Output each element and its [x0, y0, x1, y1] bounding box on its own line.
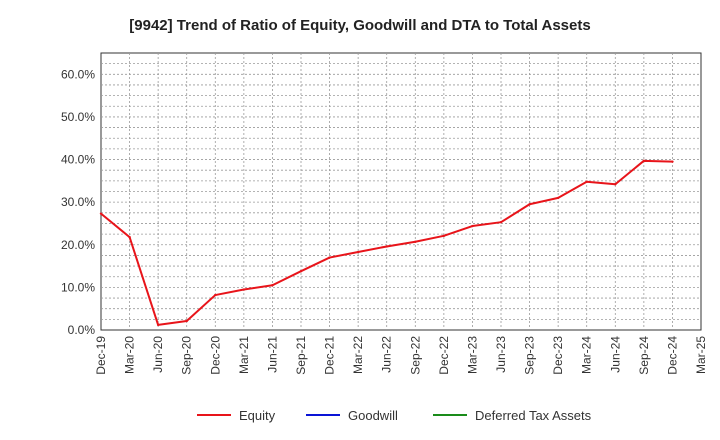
y-axis: 0.0% 10.0% 20.0% 30.0% 40.0% 50.0% 60.0% — [61, 67, 95, 337]
x-tick-label: Dec-22 — [437, 336, 451, 375]
data-point — [556, 196, 560, 200]
y-tick-label: 60.0% — [61, 67, 95, 81]
data-point — [528, 203, 531, 206]
x-tick-label: Jun-24 — [608, 336, 622, 373]
x-tick-label: Sep-20 — [180, 336, 194, 375]
data-point — [671, 160, 674, 163]
data-point — [614, 183, 617, 186]
x-tick-label: Dec-20 — [208, 336, 222, 375]
data-point — [499, 220, 503, 224]
x-tick-label: Mar-23 — [465, 336, 479, 374]
data-point — [214, 293, 217, 297]
data-point — [299, 269, 303, 273]
data-point — [185, 319, 188, 323]
data-point — [328, 256, 331, 259]
data-point — [385, 245, 388, 248]
legend-label-deferred-tax-assets: Deferred Tax Assets — [475, 408, 592, 423]
x-tick-label: Mar-21 — [237, 336, 251, 374]
data-point — [471, 224, 474, 228]
data-point — [585, 180, 588, 183]
x-tick-label: Dec-23 — [551, 336, 565, 375]
x-tick-label: Dec-19 — [94, 336, 108, 375]
x-tick-label: Sep-22 — [408, 336, 422, 375]
data-point — [642, 159, 646, 163]
chart-title: [9942] Trend of Ratio of Equity, Goodwil… — [129, 17, 590, 34]
x-tick-label: Sep-24 — [637, 336, 651, 375]
legend-label-equity: Equity — [239, 408, 276, 423]
y-tick-label: 30.0% — [61, 195, 95, 209]
x-tick-label: Sep-23 — [523, 336, 537, 375]
x-tick-label: Jun-22 — [380, 336, 394, 373]
data-point — [414, 240, 417, 243]
x-tick-label: Jun-23 — [494, 336, 508, 373]
x-tick-label: Mar-22 — [351, 336, 365, 374]
x-axis: Dec-19 Mar-20 Jun-20 Sep-20 Dec-20 Mar-21 Jun-… — [94, 336, 708, 375]
data-point — [99, 212, 103, 215]
data-point — [242, 288, 246, 291]
data-point — [128, 235, 131, 239]
x-tick-label: Dec-21 — [323, 336, 337, 375]
data-point — [271, 284, 274, 287]
x-tick-label: Mar-25 — [694, 336, 708, 374]
y-tick-label: 0.0% — [68, 323, 96, 337]
x-tick-label: Jun-21 — [265, 336, 279, 373]
x-tick-label: Mar-24 — [580, 336, 594, 374]
x-tick-label: Sep-21 — [294, 336, 308, 375]
series-layer — [99, 159, 674, 327]
x-tick-label: Jun-20 — [151, 336, 165, 373]
y-tick-label: 10.0% — [61, 280, 95, 294]
data-point — [156, 323, 160, 327]
grid — [101, 53, 701, 330]
legend-label-goodwill: Goodwill — [348, 408, 398, 423]
x-tick-label: Dec-24 — [665, 336, 679, 375]
y-tick-label: 40.0% — [61, 153, 95, 167]
data-point — [442, 234, 446, 238]
y-tick-label: 50.0% — [61, 110, 95, 124]
legend: Equity Goodwill Deferred Tax Assets — [197, 408, 592, 423]
x-tick-label: Mar-20 — [123, 336, 137, 374]
data-point — [356, 250, 360, 254]
y-tick-label: 20.0% — [61, 238, 95, 252]
